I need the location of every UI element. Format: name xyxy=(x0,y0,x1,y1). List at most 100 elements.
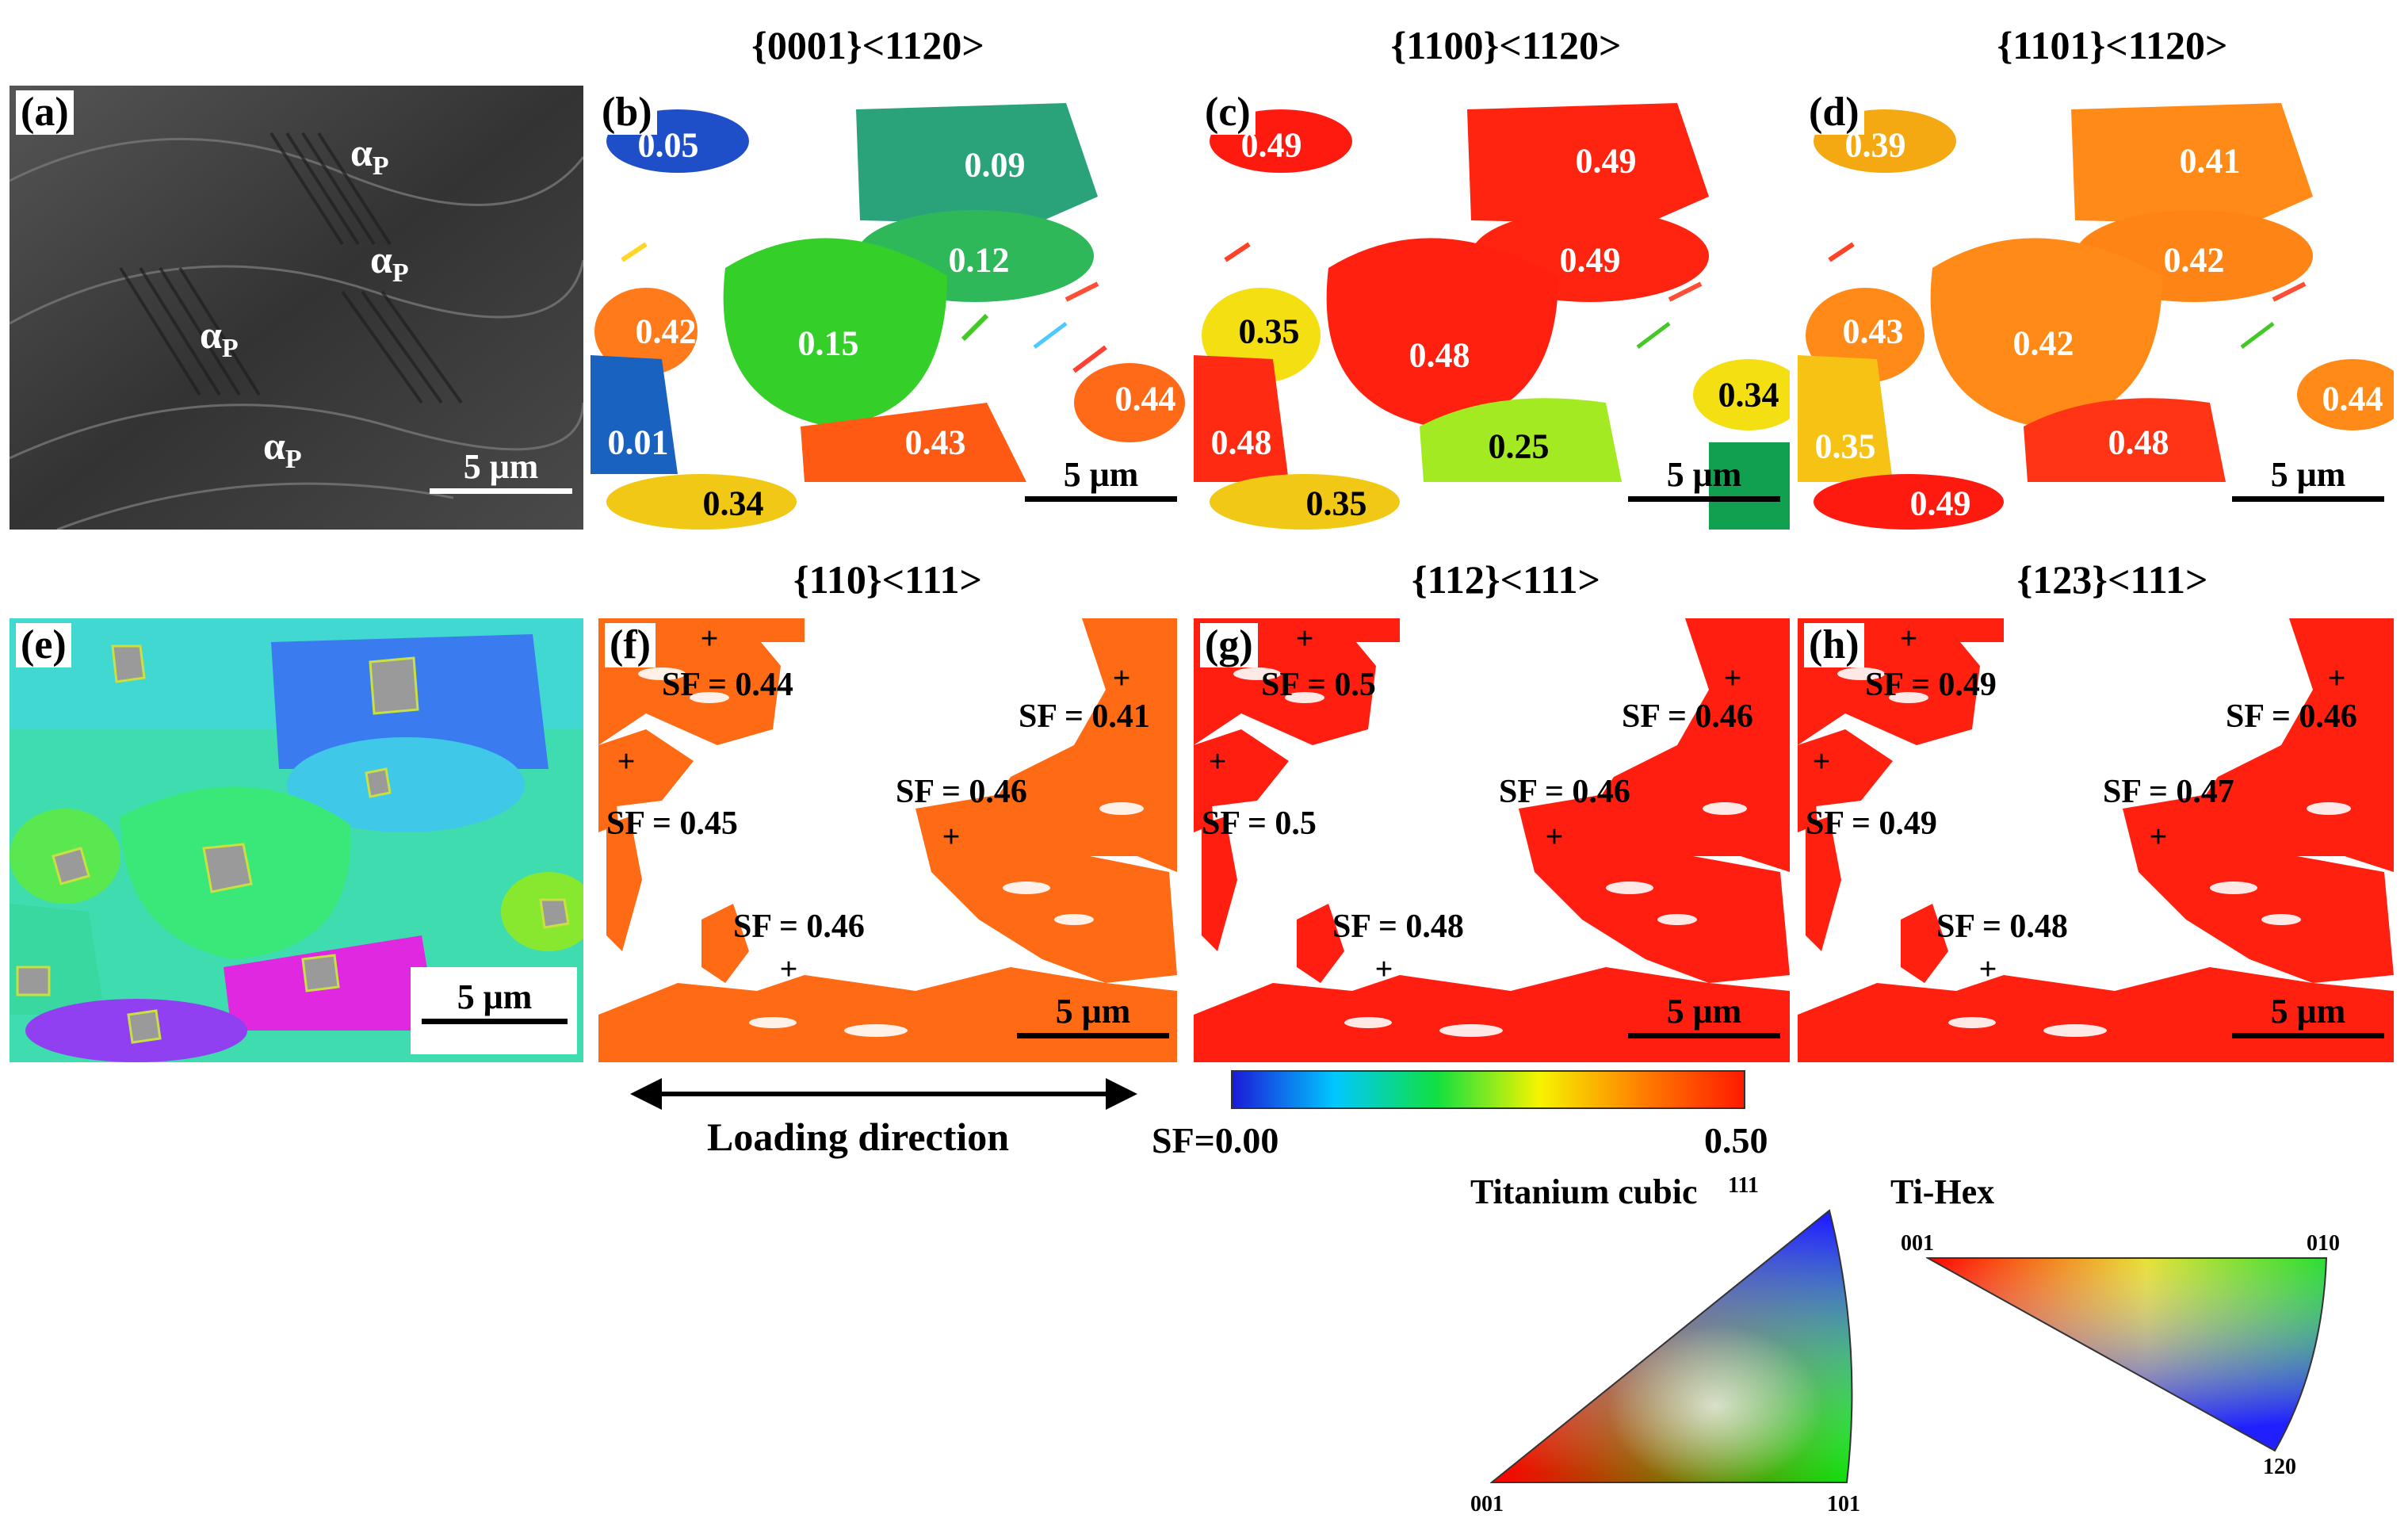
panel-d-title: {1101}<1120> xyxy=(1997,23,2228,67)
alpha-p-label: αP xyxy=(263,423,302,474)
panel-a-sem: (a) αP αP αP αP 5 μm xyxy=(10,86,583,530)
alpha-p-label: αP xyxy=(350,130,389,181)
scale-bar-e-label: 5 μm xyxy=(457,977,533,1016)
ipf-cubic-111: 111 xyxy=(1728,1173,1759,1198)
scale-bar-g: 5 μm xyxy=(1628,991,1780,1038)
sf-annotation: SF = 0.49 xyxy=(1806,805,1937,842)
ipf-cubic-101: 101 xyxy=(1827,1492,1860,1516)
grain-marker: + xyxy=(1112,660,1131,696)
scale-bar-b: 5 μm xyxy=(1025,454,1177,502)
ipf-hex-010: 010 xyxy=(2307,1231,2340,1256)
sf-value: 0.34 xyxy=(1718,375,1779,415)
panel-b-title: {0001}<1120> xyxy=(751,23,984,67)
sf-value: 0.43 xyxy=(1842,312,1904,351)
grain-marker: + xyxy=(1812,743,1831,779)
sf-annotation: SF = 0.46 xyxy=(1499,774,1630,810)
sf-annotation: SF = 0.41 xyxy=(1019,698,1150,735)
loading-direction-label: Loading direction xyxy=(707,1115,1010,1159)
grain-marker: + xyxy=(1295,620,1314,656)
scale-bar-f-label: 5 μm xyxy=(1055,992,1131,1031)
sf-annotation: SF = 0.5 xyxy=(1261,667,1376,703)
grain-marker: + xyxy=(1545,818,1564,855)
sf-value: 0.48 xyxy=(2108,423,2169,462)
grain-marker: + xyxy=(1723,660,1742,696)
sf-annotation: SF = 0.46 xyxy=(896,774,1027,810)
ipf-cubic-triangle xyxy=(1490,1209,1853,1483)
scale-bar-h: 5 μm xyxy=(2232,991,2384,1038)
sf-value: 0.34 xyxy=(702,484,764,523)
panel-b-sf-map: (b) 0.05 0.09 0.12 0.42 0.15 0.01 0.43 0… xyxy=(591,86,1187,530)
sf-value: 0.41 xyxy=(2179,141,2241,181)
ipf-cubic-title: Titanium cubic xyxy=(1470,1172,1698,1211)
grain-marker: + xyxy=(779,950,798,987)
sf-colorbar xyxy=(1231,1070,1745,1109)
sf-value: 0.42 xyxy=(2012,323,2074,363)
colorbar-max-label: 0.50 xyxy=(1704,1120,1768,1161)
sem-texture xyxy=(10,86,583,530)
sf-annotation: SF = 0.46 xyxy=(1622,698,1753,735)
grain-marker: + xyxy=(1208,743,1227,779)
scale-bar-h-label: 5 μm xyxy=(2270,992,2346,1031)
ipf-hex-title: Ti-Hex xyxy=(1890,1172,1995,1211)
sf-value: 0.25 xyxy=(1488,426,1550,466)
scale-bar-f: 5 μm xyxy=(1017,991,1169,1038)
panel-f-title: {110}<111> xyxy=(793,557,983,602)
panel-c-title: {1100}<1120> xyxy=(1390,23,1622,67)
panel-b-label: (b) xyxy=(597,90,657,135)
scale-bar-c: 5 μm xyxy=(1628,454,1780,502)
grain-marker: + xyxy=(700,620,719,656)
panel-a-label: (a) xyxy=(16,90,74,135)
scale-bar-d-label: 5 μm xyxy=(2270,455,2346,494)
sf-value: 0.35 xyxy=(1238,312,1300,351)
sf-annotation: SF = 0.49 xyxy=(1865,667,1997,703)
sf-map-d xyxy=(1798,103,2394,530)
sf-value: 0.49 xyxy=(1575,141,1637,181)
sf-value: 0.39 xyxy=(1844,125,1906,165)
panel-c-sf-map: (c) 0.49 0.49 0.49 0.35 0.48 0.48 0.25 0… xyxy=(1194,86,1790,530)
grain-marker: + xyxy=(617,743,636,779)
panel-f-label: (f) xyxy=(605,623,656,667)
panel-d-label: (d) xyxy=(1804,90,1864,135)
sf-value: 0.05 xyxy=(637,125,699,165)
sf-annotation: SF = 0.44 xyxy=(662,667,793,703)
scale-bar-g-label: 5 μm xyxy=(1666,992,1742,1031)
alpha-p-label: αP xyxy=(370,237,409,288)
sf-value: 0.01 xyxy=(607,423,669,462)
alpha-p-label: αP xyxy=(200,312,239,363)
sf-value: 0.48 xyxy=(1408,335,1470,375)
sf-annotation: SF = 0.47 xyxy=(2103,774,2234,810)
sf-map-g xyxy=(1194,618,1790,1062)
sf-map-b xyxy=(591,103,1185,530)
sf-annotation: SF = 0.45 xyxy=(606,805,738,842)
panel-e-ipf-map: (e) 5 μm xyxy=(10,618,583,1062)
sf-value: 0.49 xyxy=(1559,240,1621,280)
scale-bar-a-label: 5 μm xyxy=(463,447,539,486)
ipf-hex-120: 120 xyxy=(2263,1455,2296,1479)
sf-value: 0.12 xyxy=(948,240,1010,280)
panel-h-sf-map: (h) + + + + + SF = 0.49 SF = 0.46 SF = 0… xyxy=(1798,618,2394,1062)
panel-g-title: {112}<111> xyxy=(1411,557,1601,602)
scale-bar-e: 5 μm xyxy=(422,977,568,1024)
sf-value: 0.09 xyxy=(964,145,1026,185)
sf-value: 0.35 xyxy=(1305,484,1367,523)
scale-bar-c-label: 5 μm xyxy=(1666,455,1742,494)
sf-value: 0.44 xyxy=(2322,379,2383,419)
panel-g-sf-map: (g) + + + + + SF = 0.5 SF = 0.46 SF = 0.… xyxy=(1194,618,1790,1062)
grain-marker: + xyxy=(942,818,961,855)
sf-map-f xyxy=(598,618,1177,1062)
loading-direction-arrow xyxy=(630,1078,1137,1110)
sf-value: 0.35 xyxy=(1814,426,1876,466)
sf-value: 0.49 xyxy=(1240,125,1302,165)
sf-annotation: SF = 0.48 xyxy=(1332,908,1464,945)
grain-marker: + xyxy=(1374,950,1393,987)
scale-bar-d: 5 μm xyxy=(2232,454,2384,502)
panel-g-label: (g) xyxy=(1200,623,1258,667)
panel-c-label: (c) xyxy=(1200,90,1256,135)
sf-value: 0.44 xyxy=(1114,379,1176,419)
sf-annotation: SF = 0.5 xyxy=(1202,805,1317,842)
sf-value: 0.48 xyxy=(1210,423,1272,462)
panel-h-label: (h) xyxy=(1804,623,1864,667)
sf-map-h xyxy=(1798,618,2394,1062)
sf-annotation: SF = 0.48 xyxy=(1936,908,2068,945)
sf-map-c xyxy=(1194,103,1790,530)
